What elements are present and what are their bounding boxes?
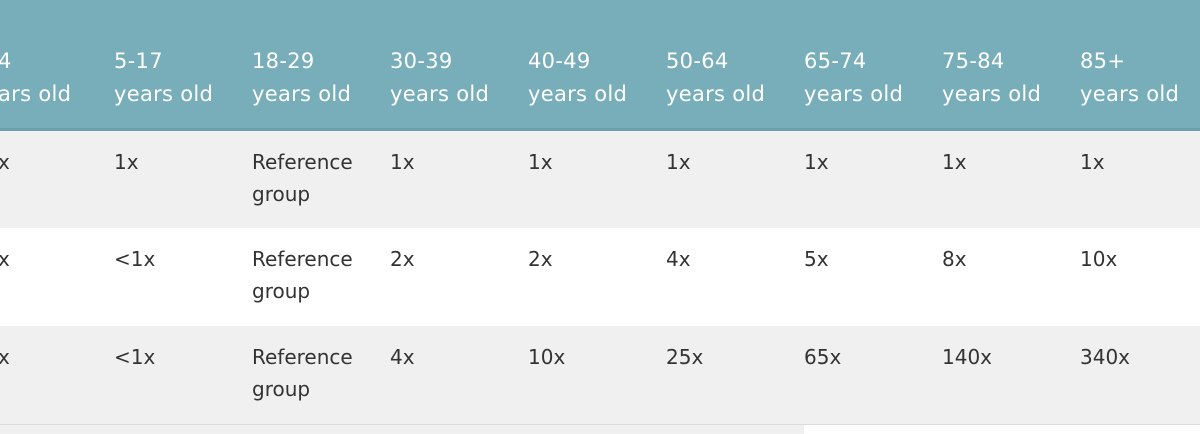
header-text: ars old	[0, 82, 72, 106]
cell-text: <1x	[114, 247, 156, 271]
cell-text: <1x	[114, 345, 156, 369]
header-text: 75-84	[942, 49, 1005, 73]
header-text: years old	[390, 82, 490, 106]
cell-text: Reference group	[252, 150, 353, 206]
header-text: 30-39	[390, 49, 453, 73]
cell-text: 140x	[942, 345, 993, 369]
cell-text: 1x	[666, 150, 691, 174]
header-text: 85+	[1080, 49, 1126, 73]
table-row	[0, 131, 1200, 229]
cell-text: x	[0, 150, 10, 174]
cell-text: 4x	[666, 247, 691, 271]
header-text: years old	[942, 82, 1042, 106]
header-text: 40-49	[528, 49, 591, 73]
cell-text: 1x	[942, 150, 967, 174]
cell-text: 8x	[942, 247, 967, 271]
cell-text: 340x	[1080, 345, 1131, 369]
cell-text: 65x	[804, 345, 842, 369]
header-text: 50-64	[666, 49, 729, 73]
cell-text: 10x	[528, 345, 566, 369]
cell-text: 1x	[390, 150, 415, 174]
table-edge	[0, 424, 804, 434]
header-text: years old	[1080, 82, 1180, 106]
table-row	[0, 326, 1200, 425]
cell-text: 1x	[804, 150, 829, 174]
header-text: 4	[0, 49, 12, 73]
header-text: years old	[252, 82, 352, 106]
cell-text: 1x	[528, 150, 553, 174]
cell-text: 2x	[528, 247, 553, 271]
table-row	[0, 228, 1200, 327]
cell-text: 2x	[390, 247, 415, 271]
header-text: years old	[804, 82, 904, 106]
header-text: 5-17	[114, 49, 163, 73]
cell-text: Reference group	[252, 247, 353, 303]
cell-text: Reference group	[252, 345, 353, 401]
cell-text: 10x	[1080, 247, 1118, 271]
cell-text: x	[0, 247, 10, 271]
cell-text: 5x	[804, 247, 829, 271]
header-text: 18-29	[252, 49, 315, 73]
header-text: 65-74	[804, 49, 867, 73]
cell-text: 1x	[1080, 150, 1105, 174]
table-header	[0, 0, 1200, 131]
cell-text: x	[0, 345, 10, 369]
header-text: years old	[666, 82, 766, 106]
cell-text: 1x	[114, 150, 139, 174]
header-text: years old	[528, 82, 628, 106]
cell-text: 25x	[666, 345, 704, 369]
cell-text: 4x	[390, 345, 415, 369]
header-text: years old	[114, 82, 214, 106]
